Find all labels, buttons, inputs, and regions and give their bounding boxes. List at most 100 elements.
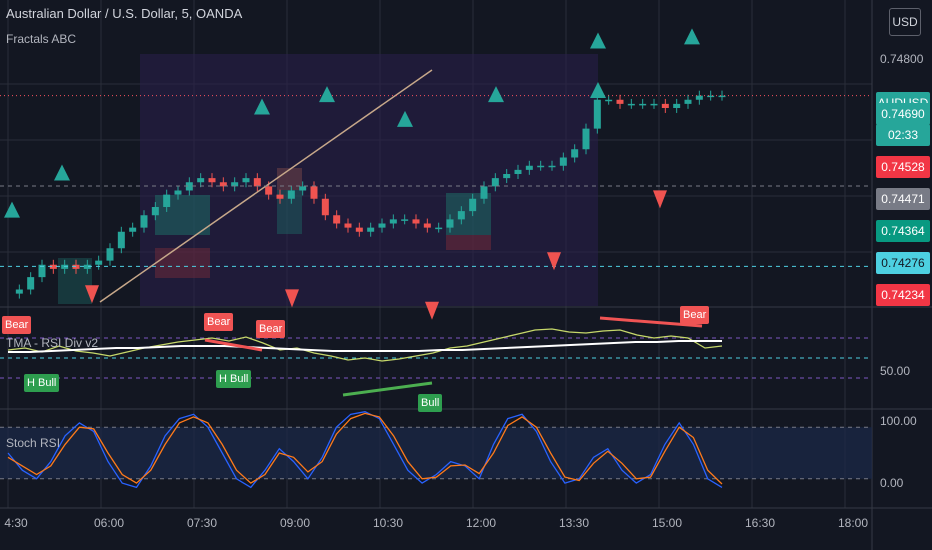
candle-body (525, 165, 533, 170)
candle-body (401, 219, 409, 221)
hidden-bull-badge: H Bull (216, 370, 252, 388)
indicator-label: Fractals ABC (6, 32, 77, 46)
candle-body (355, 227, 363, 232)
bear-divergence-line (204, 338, 263, 352)
candle-body (27, 277, 35, 290)
fractal-down-marker (547, 252, 561, 271)
candle-body (548, 165, 556, 168)
fractal-up-marker (488, 86, 504, 103)
rsi-panel (0, 316, 872, 397)
fractal-up-marker (684, 28, 700, 45)
candle-body (140, 215, 148, 228)
candle-body (616, 99, 624, 104)
candle-body (684, 99, 692, 104)
candle-body (661, 103, 669, 108)
candle-body (367, 227, 375, 232)
candle-body (129, 227, 137, 232)
candle-body (378, 223, 386, 228)
candle-body (480, 186, 488, 199)
candle-body (310, 186, 318, 199)
candle-body (15, 289, 23, 294)
stoch-bottom-label: 0.00 (880, 476, 904, 490)
stoch-panel-title[interactable]: Stoch RSI (6, 436, 61, 450)
candle-body (163, 194, 171, 207)
candle-body (265, 186, 273, 195)
price-tag: 0.74690 (876, 103, 930, 125)
candle-body (627, 103, 635, 106)
candle-body (197, 178, 205, 183)
candle-body (231, 182, 239, 187)
fractal-up-marker (254, 98, 270, 115)
price-tag: 0.74276 (876, 252, 930, 274)
candle-body (650, 103, 658, 106)
stoch-band (0, 427, 872, 479)
price-tag: 0.74471 (876, 188, 930, 210)
bear-badge: Bear (680, 306, 710, 324)
fractal-up-marker (590, 32, 606, 49)
time-tick-label: 13:30 (559, 516, 589, 530)
candle-body (389, 219, 397, 224)
candle-body (83, 264, 91, 269)
price-top-label: 0.74800 (880, 52, 924, 66)
tma-line (8, 340, 722, 353)
candle-body (253, 178, 261, 187)
bear-badge: Bear (2, 316, 32, 334)
symbol-title: Australian Dollar / U.S. Dollar, 5, OAND… (6, 6, 243, 21)
candle-body (423, 223, 431, 228)
candle-body (412, 219, 420, 224)
candle-body (435, 227, 443, 230)
candle-body (344, 223, 352, 228)
candle-body (503, 174, 511, 179)
rsi-level-label: 50.00 (880, 364, 911, 378)
bear-badge: Bear (204, 313, 234, 331)
time-axis: 4:30 06:00 07:30 09:00 10:30 12:00 13:30 15:00 1… (4, 516, 868, 530)
price-tag: 0.74528 (876, 156, 930, 178)
candle-body (106, 248, 114, 261)
fractal-up-marker (397, 110, 413, 127)
fractal-down-marker (653, 190, 667, 209)
currency-button[interactable]: USD (889, 8, 921, 36)
hidden-bull-badge: H Bull (24, 374, 60, 392)
candle-body (605, 99, 613, 102)
fractal-up-marker (54, 164, 70, 181)
candle-body (72, 264, 80, 269)
time-tick-label: 15:00 (652, 516, 682, 530)
candle-body (242, 178, 250, 183)
time-tick-label: 09:00 (280, 516, 310, 530)
fractal-up-marker (590, 82, 606, 98)
fractal-up-marker (319, 86, 335, 103)
time-tick-label: 12:00 (466, 516, 496, 530)
candle-body (49, 264, 57, 269)
candle-body (582, 128, 590, 150)
rsi-panel-title[interactable]: TMA - RSI Div v2 (6, 336, 99, 350)
candle-body (707, 95, 715, 98)
candle-body (593, 99, 601, 129)
stoch-top-label: 100.00 (880, 414, 917, 428)
stoch-k-line (7, 411, 723, 489)
price-tag: 0.74234 (876, 284, 930, 306)
bear-divergence-line (599, 316, 703, 328)
candle-body (299, 186, 307, 191)
candle-body (514, 169, 522, 174)
bull-divergence-line (342, 381, 433, 397)
candle-body (185, 182, 193, 191)
candle-body (38, 264, 46, 278)
fractal-markers (4, 28, 700, 320)
fractal-down-marker (85, 285, 99, 304)
candle-body (276, 194, 284, 199)
price-overlays (0, 69, 872, 303)
time-tick-label: 16:30 (745, 516, 775, 530)
candle-body (287, 190, 295, 199)
rsi-line (7, 328, 723, 362)
price-tag: 02:33 (876, 124, 930, 146)
stoch-d-line (7, 412, 723, 485)
candle-body (117, 231, 125, 249)
time-tick-label: 07:30 (187, 516, 217, 530)
candle-body (559, 157, 567, 166)
zone-box (277, 168, 302, 190)
candle-body (457, 211, 465, 220)
time-tick-label: 18:00 (838, 516, 868, 530)
candle-body (208, 178, 216, 183)
bear-badge: Bear (256, 320, 286, 338)
